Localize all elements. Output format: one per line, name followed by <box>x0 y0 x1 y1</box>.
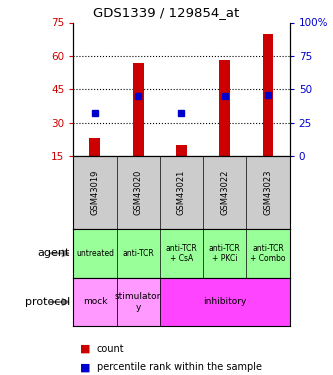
Bar <box>219 60 230 156</box>
Bar <box>90 138 100 156</box>
Text: count: count <box>97 344 124 354</box>
Text: GSM43021: GSM43021 <box>177 170 186 215</box>
Text: agent: agent <box>38 248 70 258</box>
Text: anti-TCR
+ PKCi: anti-TCR + PKCi <box>209 244 241 263</box>
Text: anti-TCR: anti-TCR <box>122 249 154 258</box>
Text: stimulator
y: stimulator y <box>115 292 162 312</box>
Bar <box>263 34 273 156</box>
Text: percentile rank within the sample: percentile rank within the sample <box>97 363 261 372</box>
Text: untreated: untreated <box>76 249 114 258</box>
Text: GSM43022: GSM43022 <box>220 170 229 215</box>
Text: ■: ■ <box>80 363 91 372</box>
Bar <box>73 278 117 326</box>
Bar <box>176 145 187 156</box>
Text: GDS1339 / 129854_at: GDS1339 / 129854_at <box>93 6 240 19</box>
Text: GSM43019: GSM43019 <box>90 170 100 215</box>
Text: mock: mock <box>83 297 107 306</box>
Text: ■: ■ <box>80 344 91 354</box>
Text: GSM43023: GSM43023 <box>263 170 273 215</box>
Text: anti-TCR
+ CsA: anti-TCR + CsA <box>166 244 197 263</box>
Text: inhibitory: inhibitory <box>203 297 246 306</box>
Text: protocol: protocol <box>25 297 70 307</box>
Bar <box>133 63 144 156</box>
Text: anti-TCR
+ Combo: anti-TCR + Combo <box>250 244 286 263</box>
Bar <box>160 278 290 326</box>
Text: GSM43020: GSM43020 <box>134 170 143 215</box>
Bar <box>117 278 160 326</box>
